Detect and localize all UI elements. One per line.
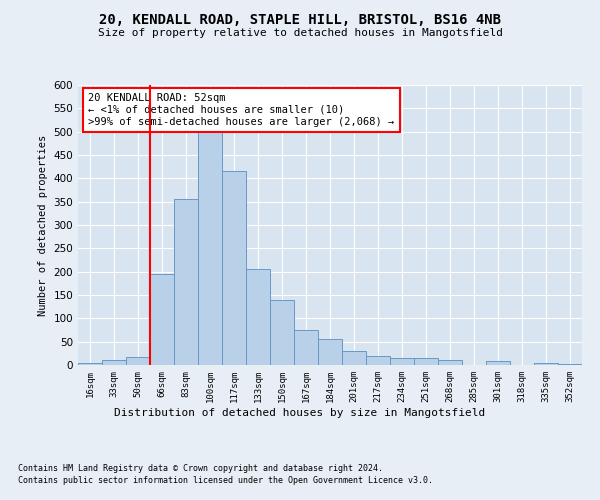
Bar	[270, 300, 294, 365]
Bar	[366, 356, 390, 365]
Bar	[222, 172, 246, 365]
Text: 20, KENDALL ROAD, STAPLE HILL, BRISTOL, BS16 4NB: 20, KENDALL ROAD, STAPLE HILL, BRISTOL, …	[99, 12, 501, 26]
Text: Size of property relative to detached houses in Mangotsfield: Size of property relative to detached ho…	[97, 28, 503, 38]
Text: Contains public sector information licensed under the Open Government Licence v3: Contains public sector information licen…	[18, 476, 433, 485]
Text: Contains HM Land Registry data © Crown copyright and database right 2024.: Contains HM Land Registry data © Crown c…	[18, 464, 383, 473]
Bar	[246, 270, 270, 365]
Y-axis label: Number of detached properties: Number of detached properties	[38, 134, 48, 316]
Bar	[438, 360, 462, 365]
Bar	[78, 362, 102, 365]
Bar	[558, 364, 582, 365]
Bar	[198, 127, 222, 365]
Text: Distribution of detached houses by size in Mangotsfield: Distribution of detached houses by size …	[115, 408, 485, 418]
Bar	[150, 274, 174, 365]
Bar	[414, 358, 438, 365]
Bar	[486, 362, 510, 365]
Bar	[318, 340, 342, 365]
Bar	[174, 200, 198, 365]
Bar	[534, 362, 558, 365]
Bar	[126, 356, 150, 365]
Bar	[390, 358, 414, 365]
Text: 20 KENDALL ROAD: 52sqm
← <1% of detached houses are smaller (10)
>99% of semi-de: 20 KENDALL ROAD: 52sqm ← <1% of detached…	[88, 94, 394, 126]
Bar	[102, 360, 126, 365]
Bar	[294, 330, 318, 365]
Bar	[342, 351, 366, 365]
